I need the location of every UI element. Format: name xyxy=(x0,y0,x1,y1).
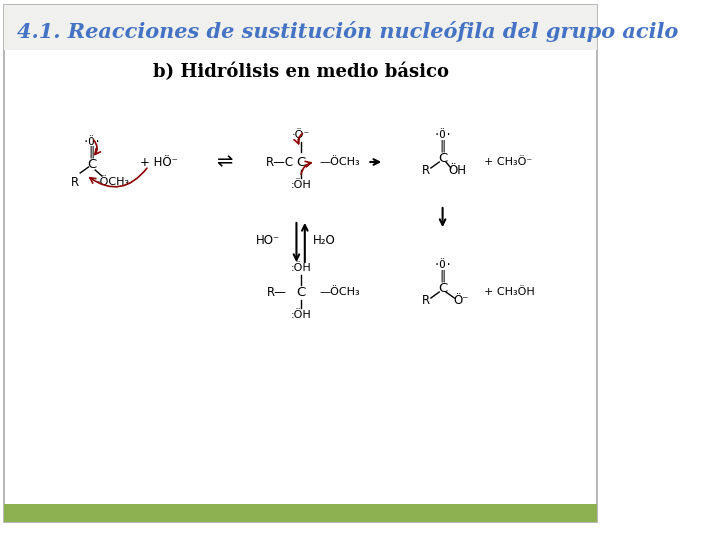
Text: HO⁻: HO⁻ xyxy=(256,233,280,246)
Text: + HÖ⁻: + HÖ⁻ xyxy=(140,156,178,168)
Text: R: R xyxy=(71,176,79,188)
Text: :ÖH: :ÖH xyxy=(290,263,311,273)
FancyBboxPatch shape xyxy=(4,5,597,522)
Text: ⇌: ⇌ xyxy=(215,152,232,172)
Text: ‖: ‖ xyxy=(89,145,95,159)
Text: C: C xyxy=(438,152,447,165)
FancyBboxPatch shape xyxy=(4,5,597,50)
Text: 4.1. Reacciones de sustitución nucleófila del grupo acilo: 4.1. Reacciones de sustitución nucleófil… xyxy=(17,22,678,43)
Text: + CH₃Ö⁻: + CH₃Ö⁻ xyxy=(485,157,533,167)
Text: —ÖCH₃: —ÖCH₃ xyxy=(319,287,359,297)
Text: —ÖCH₃: —ÖCH₃ xyxy=(319,157,359,167)
Text: R—C: R—C xyxy=(266,156,294,168)
FancyBboxPatch shape xyxy=(4,504,597,522)
Text: C: C xyxy=(438,281,447,294)
Text: ·Ö·: ·Ö· xyxy=(433,130,452,140)
Text: :ÖH: :ÖH xyxy=(290,310,311,320)
Text: :ÖH: :ÖH xyxy=(290,180,311,190)
Text: ÖH: ÖH xyxy=(449,164,467,177)
Text: R—: R— xyxy=(267,286,287,299)
Text: ·Ö⁻: ·Ö⁻ xyxy=(292,130,310,140)
Text: + CH₃ÖH: + CH₃ÖH xyxy=(485,287,535,297)
Text: C: C xyxy=(87,159,96,172)
Text: ·Ö·: ·Ö· xyxy=(83,137,102,147)
Text: b) Hidrólisis en medio básico: b) Hidrólisis en medio básico xyxy=(153,63,449,81)
Text: R: R xyxy=(422,164,430,177)
Text: ‖: ‖ xyxy=(439,269,446,282)
Text: ‖: ‖ xyxy=(439,139,446,152)
Text: C: C xyxy=(296,156,305,168)
Text: ·ÖCH₃: ·ÖCH₃ xyxy=(97,177,130,187)
Text: ·Ö·: ·Ö· xyxy=(433,260,452,270)
Text: Ö⁻: Ö⁻ xyxy=(453,294,469,307)
Text: H₂O: H₂O xyxy=(313,233,336,246)
Text: R: R xyxy=(422,294,430,307)
Text: C: C xyxy=(296,286,305,299)
